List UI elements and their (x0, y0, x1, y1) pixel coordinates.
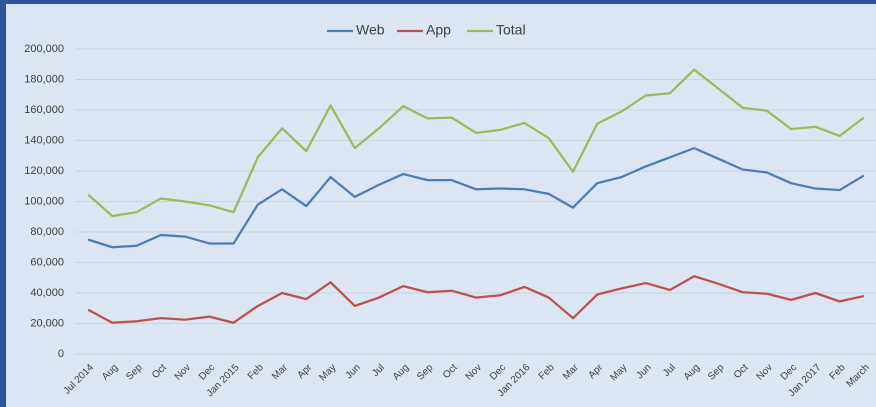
legend-label: Total (496, 22, 526, 38)
legend: Web App Total (327, 22, 526, 38)
top-border (0, 0, 876, 4)
y-tick-label: 160,000 (24, 104, 64, 116)
legend-label: App (426, 22, 451, 38)
y-tick-label: 0 (58, 348, 64, 360)
series-line (87, 275, 865, 324)
series-line (87, 68, 865, 218)
y-tick-label: 180,000 (24, 73, 64, 85)
left-border (0, 0, 6, 407)
y-tick-label: 60,000 (30, 256, 64, 268)
y-tick-label: 80,000 (30, 226, 64, 238)
y-tick-label: 100,000 (24, 195, 64, 207)
y-tick-label: 20,000 (30, 317, 64, 329)
series-line (87, 147, 865, 249)
y-tick-label: 40,000 (30, 287, 64, 299)
y-tick-label: 200,000 (24, 43, 64, 55)
legend-label: Web (356, 22, 385, 38)
y-tick-label: 120,000 (24, 165, 64, 177)
y-tick-label: 140,000 (24, 134, 64, 146)
